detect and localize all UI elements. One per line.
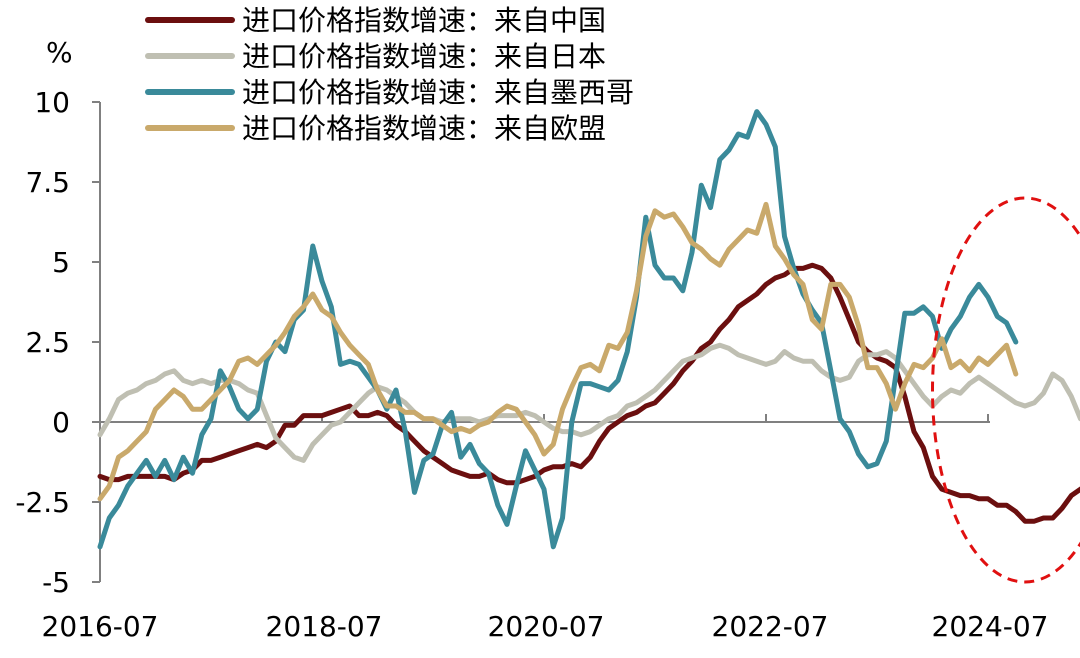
y-tick-label: 7.5: [25, 166, 70, 199]
y-axis-tick-labels: 10 7.5 5 2.5 0 -2.5 -5: [15, 86, 70, 599]
y-tick-label: -2.5: [15, 486, 70, 519]
y-tick-label: 10: [34, 86, 70, 119]
legend: 进口价格指数增速：来自中国进口价格指数增速：来自日本进口价格指数增速：来自墨西哥…: [145, 4, 634, 145]
y-axis-unit-label: %: [46, 36, 73, 69]
series-lines: [97, 109, 1080, 550]
x-tick-label: 2022-07: [712, 610, 829, 643]
series-line-2: [97, 342, 1080, 463]
y-tick-label: 2.5: [25, 326, 70, 359]
legend-label: 进口价格指数增速：来自日本: [242, 40, 606, 73]
axes: [92, 101, 990, 583]
x-tick-label: 2016-07: [42, 610, 159, 643]
highlight-ellipse: [931, 196, 1080, 584]
legend-label: 进口价格指数增速：来自中国: [242, 4, 606, 37]
highlight-annotation: [931, 196, 1080, 584]
x-tick-label: 2024-07: [932, 610, 1049, 643]
x-tick-label: 2020-07: [488, 610, 605, 643]
legend-label: 进口价格指数增速：来自墨西哥: [242, 76, 634, 109]
x-tick-label: 2018-07: [266, 610, 383, 643]
series-line-4: [97, 201, 1019, 502]
series-line-3: [97, 109, 1019, 550]
series-line-1: [97, 262, 1080, 524]
y-tick-label: 0: [52, 406, 70, 439]
legend-label: 进口价格指数增速：来自欧盟: [242, 112, 606, 145]
y-tick-label: -5: [42, 566, 70, 599]
y-tick-label: 5: [52, 246, 70, 279]
x-axis-tick-labels: 2016-07 2018-07 2020-07 2022-07 2024-07: [42, 610, 1049, 643]
